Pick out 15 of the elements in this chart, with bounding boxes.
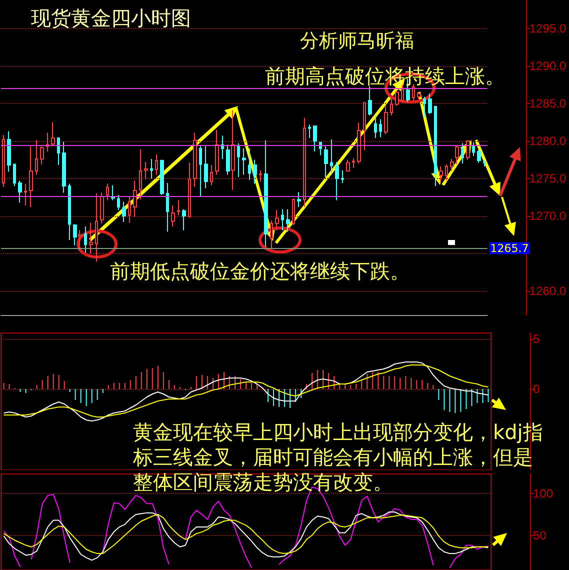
y-tick-label: 1285.0 <box>529 96 566 110</box>
chart-title: 现货黄金四小时图 <box>31 6 191 30</box>
y-tick-label: 5 <box>533 332 540 346</box>
y-tick-label: 50 <box>533 528 547 542</box>
annotation: 分析师马昕福 <box>300 29 414 53</box>
y-tick-label: 1280.0 <box>529 134 566 148</box>
annotation: 前期低点破位金价还将继续下跌。 <box>110 259 410 284</box>
y-tick-label: 1295.0 <box>529 22 566 36</box>
y-tick-label: 1275.0 <box>529 172 566 186</box>
y-tick-label: 1290.0 <box>529 59 566 73</box>
y-tick-label: 1260.0 <box>529 284 566 298</box>
y-tick-label: 100 <box>533 486 554 501</box>
ref-line-label: 1265.7 <box>490 242 529 255</box>
y-tick-label: 1270.0 <box>529 209 566 223</box>
y-tick-label: 0 <box>533 382 540 396</box>
